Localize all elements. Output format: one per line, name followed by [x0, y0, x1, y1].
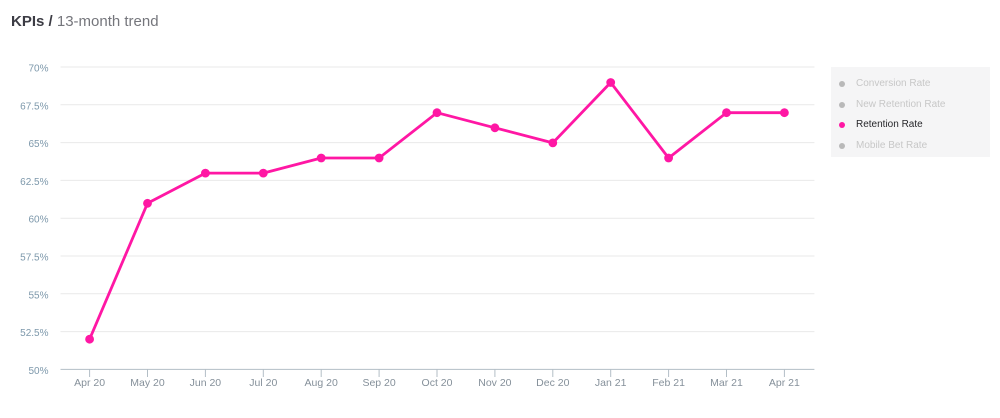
svg-text:Apr 20: Apr 20	[74, 377, 105, 389]
svg-text:70%: 70%	[28, 64, 48, 75]
svg-text:52.5%: 52.5%	[20, 328, 48, 339]
svg-text:50%: 50%	[28, 366, 48, 377]
svg-text:55%: 55%	[28, 290, 48, 301]
svg-text:Apr 21: Apr 21	[769, 377, 800, 389]
svg-text:65%: 65%	[28, 139, 48, 150]
svg-text:Jun 20: Jun 20	[190, 377, 222, 389]
svg-text:Oct 20: Oct 20	[422, 377, 453, 389]
svg-text:Nov 20: Nov 20	[478, 377, 511, 389]
svg-text:Jan 21: Jan 21	[595, 377, 627, 389]
svg-text:Mar 21: Mar 21	[710, 377, 743, 389]
svg-text:Feb 21: Feb 21	[652, 377, 685, 389]
svg-text:Aug 20: Aug 20	[305, 377, 338, 389]
svg-text:62.5%: 62.5%	[20, 177, 48, 188]
svg-text:67.5%: 67.5%	[20, 101, 48, 112]
svg-text:May 20: May 20	[130, 377, 165, 389]
svg-text:Sep 20: Sep 20	[362, 377, 395, 389]
svg-text:57.5%: 57.5%	[20, 253, 48, 264]
svg-text:Dec 20: Dec 20	[536, 377, 569, 389]
svg-text:Jul 20: Jul 20	[249, 377, 277, 389]
svg-text:60%: 60%	[28, 215, 48, 226]
